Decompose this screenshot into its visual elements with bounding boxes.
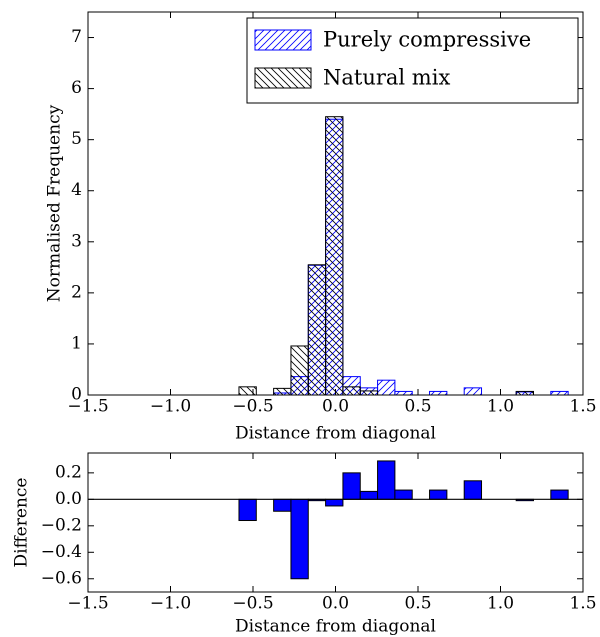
x-tick-label: −1.0	[150, 397, 191, 417]
bar	[463, 387, 483, 396]
legend-swatch	[254, 29, 312, 51]
legend-label: Natural mix	[323, 66, 450, 90]
y-tick-label: 0.0	[55, 489, 82, 509]
y-tick-label: 7	[71, 27, 82, 47]
y-tick-label: 2	[71, 282, 82, 302]
x-tick-label: 1.5	[569, 397, 596, 417]
legend: Purely compressive Natural mix	[246, 17, 579, 104]
bar	[394, 489, 413, 500]
bar	[342, 472, 361, 500]
bar	[394, 390, 413, 396]
x-tick-label: 0.5	[404, 397, 431, 417]
x-tick-label: −0.5	[232, 594, 273, 614]
legend-swatch	[254, 67, 312, 89]
bar	[325, 498, 344, 507]
bar	[273, 387, 292, 396]
y-tick-label: −0.2	[41, 515, 82, 535]
bar	[307, 264, 327, 396]
x-tick-label: −1.5	[67, 397, 108, 417]
y-axis-label: Difference	[12, 478, 32, 568]
bar	[463, 480, 483, 500]
x-tick-label: −1.5	[67, 594, 108, 614]
y-tick-label: 6	[71, 78, 82, 98]
bar	[238, 498, 257, 522]
x-tick-label: −1.0	[150, 594, 191, 614]
axes-frame	[87, 452, 584, 593]
bar	[550, 489, 569, 500]
bar	[273, 498, 292, 512]
bar	[359, 390, 379, 396]
y-tick-label: 5	[71, 129, 82, 149]
x-tick-label: 1.0	[487, 397, 514, 417]
bar	[290, 345, 309, 396]
y-tick-label: −0.6	[41, 568, 82, 588]
y-tick-label: −0.4	[41, 542, 82, 562]
x-axis-label: Distance from diagonal	[235, 617, 436, 637]
y-tick-label: 0.2	[55, 462, 82, 482]
legend-label: Purely compressive	[323, 28, 531, 52]
bar	[325, 116, 344, 396]
bar	[429, 390, 448, 396]
x-tick-label: 1.5	[569, 594, 596, 614]
bar	[238, 386, 257, 396]
bar	[515, 390, 534, 396]
bar	[377, 379, 396, 396]
x-tick-label: 0.0	[322, 397, 349, 417]
x-tick-label: 0.5	[404, 594, 431, 614]
y-tick-label: 4	[71, 180, 82, 200]
bar	[550, 390, 569, 396]
bar	[342, 386, 361, 396]
y-tick-label: 0	[71, 385, 82, 405]
bar	[377, 460, 396, 500]
x-tick-label: −0.5	[232, 397, 273, 417]
x-axis-label: Distance from diagonal	[235, 424, 436, 444]
y-tick-label: 3	[71, 231, 82, 251]
x-tick-label: 1.0	[487, 594, 514, 614]
bar	[359, 490, 379, 500]
bar	[429, 489, 448, 500]
x-tick-label: 0.0	[322, 594, 349, 614]
bar	[290, 498, 309, 580]
y-axis-label: Normalised Frequency	[45, 104, 65, 302]
y-tick-label: 1	[71, 333, 82, 353]
